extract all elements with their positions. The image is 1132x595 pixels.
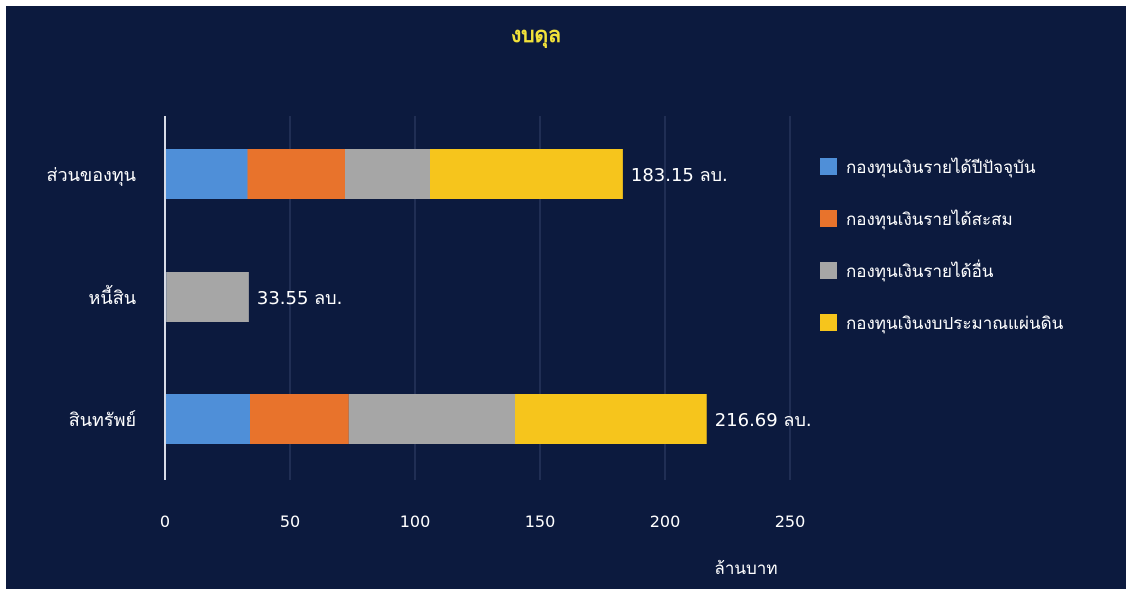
category-label: หนี้สิน <box>89 285 136 309</box>
legend-swatch <box>820 314 837 331</box>
category-label: สินทรัพย์ <box>69 410 136 431</box>
bar-segment <box>250 394 349 444</box>
bar-segment <box>348 394 515 444</box>
legend: กองทุนเงินรายได้ปีปัจจุบันกองทุนเงินรายไ… <box>820 157 1064 334</box>
legend-swatch <box>820 262 837 279</box>
data-labels: 183.15 ลบ. 33.55 ลบ. 216.69 ลบ. <box>257 165 812 431</box>
category-labels: ส่วนของทุนหนี้สินสินทรัพย์ <box>47 165 136 431</box>
bar-segment <box>165 149 248 199</box>
legend-entry: กองทุนเงินรายได้อื่น <box>846 259 994 282</box>
x-tick-label: 200 <box>650 512 681 531</box>
x-tick-label: 0 <box>160 512 170 531</box>
chart-title: งบดุล <box>511 23 561 49</box>
legend-entry: กองทุนเงินรายได้ปีปัจจุบัน <box>846 157 1036 178</box>
chart-frame: 0 50 100 150 200 250 ส่วนของทุนหนี้สินสินทรัพ… <box>6 6 1126 589</box>
x-axis-title: ล้านบาท <box>714 559 777 579</box>
bar-segment <box>345 149 430 199</box>
x-tick-label: 50 <box>280 512 300 531</box>
legend-swatch <box>820 210 837 227</box>
x-tick-label: 150 <box>525 512 556 531</box>
bar-segment <box>515 394 707 444</box>
bar-segment <box>247 149 345 199</box>
legend-entry: กองทุนเงินรายได้สะสม <box>846 209 1013 230</box>
data-label: 33.55 ลบ. <box>257 288 342 309</box>
x-tick-label: 250 <box>775 512 806 531</box>
x-tick-label: 100 <box>400 512 431 531</box>
bar-segment <box>166 272 249 322</box>
legend-swatch <box>820 158 837 175</box>
legend-entry: กองทุนเงินงบประมาณแผ่นดิน <box>846 314 1064 334</box>
bar-segment <box>165 394 250 444</box>
bar-segment <box>430 149 623 199</box>
category-label: ส่วนของทุน <box>47 165 136 186</box>
bars <box>165 149 707 444</box>
balance-sheet-chart: 0 50 100 150 200 250 ส่วนของทุนหนี้สินสินทรัพ… <box>47 23 1064 579</box>
x-axis-ticks: 0 50 100 150 200 250 <box>160 512 805 531</box>
data-label: 216.69 ลบ. <box>715 410 812 431</box>
data-label: 183.15 ลบ. <box>631 165 728 186</box>
